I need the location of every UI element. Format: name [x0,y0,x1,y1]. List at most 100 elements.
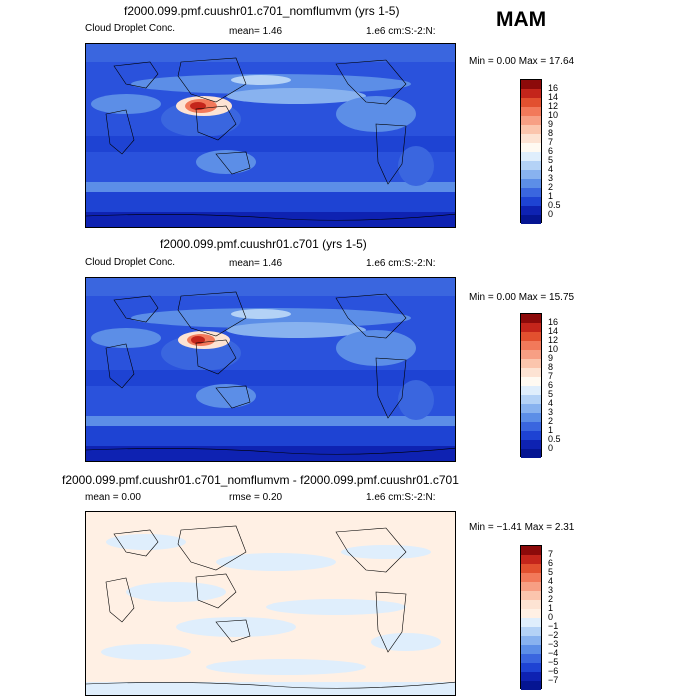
colorbar-swatch [521,359,541,368]
colorbar-tick-label: 16 [548,317,559,327]
colorbar-tick-label: 10 [548,344,559,354]
colorbar-tick-label: 2 [548,182,554,192]
colorbar-tick-label: 14 [548,92,559,102]
colorbar-tick-label: 3 [548,585,554,595]
panel3-map-field [86,512,455,695]
colorbar-tick-label: 5 [548,155,554,165]
colorbar-swatch [521,107,541,116]
colorbar-swatch [521,573,541,582]
colorbar-swatch [521,627,541,636]
colorbar-swatch [521,170,541,179]
colorbar-swatch [521,546,541,555]
colorbar-swatch [521,681,541,690]
colorbar-swatch [521,663,541,672]
panel2-units: 1.e6 cm:S:-2:N: [366,258,436,269]
colorbar-swatch [521,350,541,359]
colorbar-swatch [521,654,541,663]
panel2-minmax: Min = 0.00 Max = 15.75 [469,292,575,303]
season-label: MAM [496,8,547,31]
colorbar-tick-label: 2 [548,416,554,426]
colorbar-tick-label: 7 [548,371,554,381]
colorbar-swatch [521,323,541,332]
colorbar-tick-label: 0 [548,612,554,622]
colorbar-tick-label: 8 [548,128,554,138]
colorbar-tick-label: −7 [548,675,559,685]
colorbar-swatch [521,395,541,404]
panel1-colorbar [520,79,542,224]
panel3-mean: mean = 0.00 [85,492,141,503]
colorbar-swatch [521,206,541,215]
panel1-units: 1.e6 cm:S:-2:N: [366,26,436,37]
panel1-title: f2000.099.pmf.cuushr01.c701_nomflumvm (y… [124,4,400,18]
colorbar-swatch [521,591,541,600]
colorbar-tick-label: −5 [548,657,559,667]
colorbar-tick-label: 1 [548,191,554,201]
colorbar-tick-label: 5 [548,389,554,399]
colorbar-swatch [521,143,541,152]
colorbar-swatch [521,215,541,224]
colorbar-tick-label: −2 [548,630,559,640]
colorbar-tick-label: 6 [548,558,554,568]
colorbar-tick-label: −3 [548,639,559,649]
colorbar-tick-label: 5 [548,567,554,577]
colorbar-tick-label: 6 [548,380,554,390]
colorbar-tick-label: 4 [548,164,554,174]
colorbar-tick-label: −1 [548,621,559,631]
colorbar-tick-label: 7 [548,137,554,147]
colorbar-tick-label: 1 [548,603,554,613]
colorbar-swatch [521,188,541,197]
colorbar-swatch [521,98,541,107]
colorbar-tick-label: 10 [548,110,559,120]
colorbar-swatch [521,80,541,89]
colorbar-tick-label: 2 [548,594,554,604]
colorbar-swatch [521,431,541,440]
colorbar-swatch [521,179,541,188]
panel1-map [85,43,456,228]
panel2-colorbar [520,313,542,458]
colorbar-tick-label: 4 [548,398,554,408]
colorbar-tick-label: 14 [548,326,559,336]
colorbar-tick-label: 0 [548,209,554,219]
colorbar-swatch [521,368,541,377]
panel2-map [85,277,456,462]
colorbar-swatch [521,564,541,573]
colorbar-swatch [521,440,541,449]
colorbar-tick-label: −6 [548,666,559,676]
panel3-colorbar [520,545,542,690]
colorbar-swatch [521,377,541,386]
colorbar-swatch [521,332,541,341]
colorbar-tick-label: 6 [548,146,554,156]
colorbar-swatch [521,582,541,591]
panel2-map-field [86,278,455,461]
colorbar-tick-label: 7 [548,549,554,559]
colorbar-tick-label: 9 [548,353,554,363]
colorbar-tick-label: 16 [548,83,559,93]
colorbar-tick-label: 8 [548,362,554,372]
colorbar-swatch [521,116,541,125]
colorbar-tick-label: 0.5 [548,200,561,210]
colorbar-swatch [521,645,541,654]
colorbar-swatch [521,152,541,161]
panel2-mean: mean= 1.46 [229,258,283,269]
colorbar-tick-label: 4 [548,576,554,586]
panel2-variable-label: Cloud Droplet Conc. [85,257,176,268]
colorbar-tick-label: 12 [548,335,559,345]
colorbar-swatch [521,386,541,395]
colorbar-swatch [521,314,541,323]
colorbar-swatch [521,422,541,431]
colorbar-swatch [521,600,541,609]
colorbar-swatch [521,134,541,143]
colorbar-tick-label: 1 [548,425,554,435]
colorbar-swatch [521,636,541,645]
panel1-map-field [86,44,455,227]
panel1-variable-label: Cloud Droplet Conc. [85,23,176,34]
panel1-mean: mean= 1.46 [229,26,283,37]
panel3-units: 1.e6 cm:S:-2:N: [366,492,436,503]
colorbar-swatch [521,89,541,98]
colorbar-swatch [521,672,541,681]
colorbar-swatch [521,555,541,564]
panel3-map [85,511,456,696]
colorbar-tick-label: 12 [548,101,559,111]
colorbar-tick-label: 3 [548,407,554,417]
colorbar-tick-label: 3 [548,173,554,183]
